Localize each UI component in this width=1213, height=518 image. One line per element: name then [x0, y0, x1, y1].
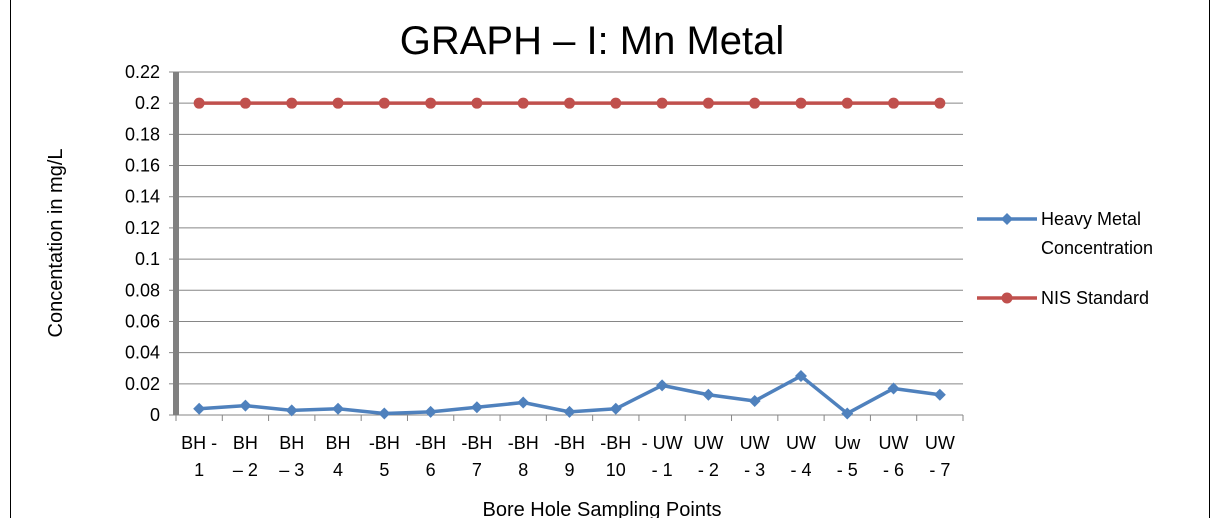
data-point	[239, 399, 252, 412]
data-point	[610, 97, 622, 109]
x-tick-label: -BH	[369, 433, 400, 453]
x-tick-label: BH	[326, 433, 351, 453]
legend-label: NIS Standard	[1041, 288, 1149, 308]
data-point	[564, 97, 575, 109]
y-tick-label: 0.2	[135, 93, 160, 113]
x-tick-label: - 3	[744, 460, 765, 480]
x-tick-label: BH	[233, 433, 258, 453]
data-point	[888, 97, 900, 109]
data-point	[517, 97, 529, 109]
data-point	[609, 402, 622, 415]
data-point	[470, 401, 483, 414]
data-point	[239, 97, 251, 109]
x-tick-label: -BH	[415, 433, 446, 453]
data-point	[471, 97, 483, 109]
x-tick-label: UW	[693, 433, 723, 453]
x-tick-label: UW	[925, 433, 955, 453]
y-tick-label: 0.04	[125, 343, 160, 363]
data-point	[193, 402, 206, 415]
y-tick-label: 0.06	[125, 311, 160, 331]
y-tick-label: 0.16	[125, 156, 160, 176]
legend-label: Heavy Metal	[1041, 209, 1141, 229]
x-tick-label: – 3	[279, 460, 304, 480]
x-tick-label: 4	[333, 460, 343, 480]
data-point	[285, 404, 298, 417]
x-tick-label: -BH	[461, 433, 492, 453]
legend-marker	[1001, 213, 1013, 225]
legend: Heavy Metal Concentration NIS Standard	[977, 209, 1153, 308]
data-point	[841, 407, 854, 420]
x-tick-label: 6	[426, 460, 436, 480]
data-point	[193, 97, 205, 109]
x-tick-label: -BH	[600, 433, 631, 453]
chart-title: GRAPH – I: Mn Metal	[400, 19, 785, 63]
gridlines	[169, 71, 964, 421]
x-tick-label: -BH	[508, 433, 539, 453]
data-point	[517, 396, 530, 409]
data-point	[702, 388, 715, 401]
series-group	[193, 97, 946, 420]
x-tick-label: – 2	[233, 460, 258, 480]
chart-frame	[10, 0, 1210, 518]
y-tick-label: 0.08	[125, 280, 160, 300]
legend-marker	[1001, 292, 1013, 304]
y-tick-label: 0.14	[125, 187, 160, 207]
x-tick-label: 7	[472, 460, 482, 480]
x-tick-label: BH -	[181, 433, 217, 453]
data-point	[563, 405, 576, 418]
data-point	[425, 97, 437, 109]
data-point	[748, 394, 761, 407]
x-tick-label: 10	[606, 460, 626, 480]
x-tick-label: 1	[194, 460, 204, 480]
data-point	[332, 402, 345, 415]
data-point	[378, 97, 390, 109]
y-tick-label: 0.1	[135, 249, 160, 269]
y-tick-label: 0.18	[125, 124, 160, 144]
x-axis-ticks: BH - 1 BH – 2 BH – 3 BH 4 -BH 5 -BH 6 -BH 7 -BH 8 -BH 9 -B…	[181, 433, 955, 480]
x-tick-label: UW	[879, 433, 909, 453]
y-tick-label: 0	[150, 405, 160, 425]
x-tick-label: - 4	[790, 460, 811, 480]
x-tick-label: - UW	[642, 433, 683, 453]
y-tick-label: 0.22	[125, 62, 160, 82]
x-tick-label: 5	[379, 460, 389, 480]
data-point	[794, 370, 807, 383]
y-tick-label: 0.12	[125, 218, 160, 238]
data-point	[656, 379, 669, 392]
data-point	[795, 97, 807, 109]
x-tick-label: - 1	[652, 460, 673, 480]
x-tick-label: Uw	[834, 433, 861, 453]
x-tick-label: 9	[564, 460, 574, 480]
x-tick-label: - 2	[698, 460, 719, 480]
x-tick-label: -BH	[554, 433, 585, 453]
data-point	[749, 97, 761, 109]
x-tick-label: BH	[279, 433, 304, 453]
x-tick-label: - 7	[929, 460, 950, 480]
data-point	[378, 407, 391, 420]
data-point	[332, 97, 344, 109]
data-point	[286, 97, 298, 109]
x-tick-label: UW	[786, 433, 816, 453]
x-tick-label: - 5	[837, 460, 858, 480]
y-axis-title: Concentation in mg/L	[45, 148, 67, 337]
data-point	[933, 388, 946, 401]
data-point	[841, 97, 853, 109]
legend-label: Concentration	[1041, 238, 1153, 258]
x-tick-label: 8	[518, 460, 528, 480]
x-axis-title: Bore Hole Sampling Points	[482, 499, 721, 518]
y-axis-ticks: 0 0.02 0.04 0.06 0.08 0.1 0.12 0.14 0.16 0.18 0.2 0…	[125, 62, 160, 425]
data-point	[702, 97, 714, 109]
y-tick-label: 0.02	[125, 374, 160, 394]
y-axis-line	[173, 72, 179, 415]
data-point	[887, 382, 900, 395]
x-tick-label: UW	[740, 433, 770, 453]
data-point	[934, 97, 946, 109]
x-tick-label: - 6	[883, 460, 904, 480]
data-point	[424, 405, 437, 418]
data-point	[656, 97, 668, 109]
